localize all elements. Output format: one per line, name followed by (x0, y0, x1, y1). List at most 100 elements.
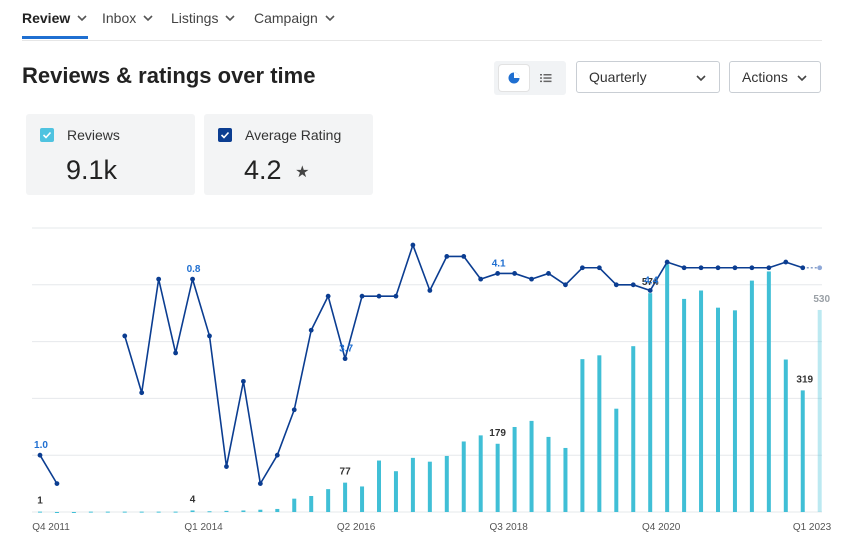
tab-listings-label: Listings (171, 10, 219, 26)
rating-point (308, 327, 314, 333)
bar (258, 509, 263, 512)
rating-point (783, 259, 789, 265)
rating-point (529, 276, 534, 282)
rating-point (580, 265, 585, 271)
rating-point (376, 293, 382, 299)
top-nav: Review Inbox Listings Campaign (22, 0, 822, 41)
bar (88, 511, 93, 513)
rating-point (563, 282, 568, 288)
rating-point-partial (817, 265, 823, 271)
bar (190, 510, 195, 512)
rating-point (325, 293, 331, 299)
pie-chart-icon (508, 72, 520, 84)
bar (54, 512, 59, 513)
active-tab-indicator (22, 36, 88, 39)
rating-point (749, 265, 755, 271)
check-icon (42, 131, 52, 139)
rating-number: 4.2 (244, 155, 282, 185)
rating-point (224, 464, 229, 469)
bar (410, 457, 415, 512)
list-view-button[interactable] (531, 65, 561, 91)
rating-point (478, 276, 484, 282)
rating-point (156, 276, 162, 282)
rating-point (173, 350, 179, 356)
rating-point (596, 265, 602, 271)
rating-line (39, 454, 58, 485)
rating-value: 4.2 ★ (244, 155, 309, 186)
bar-data-label: 179 (489, 428, 506, 439)
rating-point (122, 333, 128, 339)
reviews-metric-card[interactable]: Reviews 9.1k (26, 114, 195, 195)
rating-point (359, 293, 365, 299)
x-tick-label: Q1 2014 (184, 522, 223, 533)
bar (427, 461, 432, 512)
bar (512, 426, 517, 512)
reviews-checkbox[interactable] (40, 128, 54, 142)
bar (309, 495, 314, 512)
bar (749, 280, 754, 512)
bar-data-label: 530 (813, 294, 830, 305)
bar-data-label: 319 (796, 374, 813, 385)
bar (292, 498, 297, 512)
bar (716, 307, 720, 512)
bar (275, 508, 280, 512)
bar (105, 511, 110, 513)
actions-button[interactable]: Actions (729, 61, 821, 93)
bar (444, 455, 449, 512)
line-data-label: 3.7 (339, 344, 353, 355)
rating-point (698, 265, 704, 271)
tab-campaign-label: Campaign (254, 10, 318, 26)
x-tick-label: Q3 2018 (489, 522, 528, 533)
star-icon: ★ (295, 163, 310, 181)
rating-checkbox[interactable] (218, 128, 232, 142)
bar (156, 511, 161, 513)
tab-review[interactable]: Review (22, 10, 88, 26)
chevron-down-icon (696, 75, 706, 82)
tab-inbox[interactable]: Inbox (102, 10, 154, 26)
period-select-value: Quarterly (589, 69, 647, 85)
chart-view-button[interactable] (499, 65, 529, 91)
line-data-label: 4.1 (492, 258, 506, 269)
line-data-label: 0.8 (187, 264, 201, 275)
rating-point (54, 481, 60, 486)
tab-listings[interactable]: Listings (171, 10, 236, 26)
bar (665, 264, 670, 512)
bar (699, 290, 704, 512)
reviews-label: Reviews (67, 127, 120, 143)
bar (648, 293, 653, 512)
rating-point (630, 282, 636, 288)
bar (377, 460, 381, 512)
rating-point (257, 481, 263, 486)
check-icon (220, 131, 230, 139)
rating-point (139, 390, 145, 396)
bar (732, 310, 737, 512)
bar (495, 443, 500, 512)
bar (461, 441, 466, 512)
tab-campaign[interactable]: Campaign (254, 10, 336, 26)
bar (173, 511, 178, 513)
page-title: Reviews & ratings over time (22, 63, 316, 88)
rating-point (664, 259, 670, 265)
rating-point (427, 288, 433, 293)
tab-review-label: Review (22, 10, 71, 26)
x-tick-label: Q4 2020 (642, 522, 681, 533)
rating-point (207, 333, 212, 339)
x-tick-label: Q1 2023 (793, 522, 832, 533)
bar (343, 482, 348, 512)
tab-inbox-label: Inbox (102, 10, 137, 26)
bar (546, 436, 551, 512)
list-icon (540, 74, 552, 83)
bar (783, 359, 788, 512)
bar (766, 271, 771, 512)
rating-point (444, 254, 450, 259)
bar (207, 511, 212, 513)
bar (360, 486, 365, 512)
rating-metric-card[interactable]: Average Rating 4.2 ★ (204, 114, 373, 195)
bar (139, 511, 144, 513)
period-select[interactable]: Quarterly (576, 61, 720, 93)
line-data-label: 1.0 (34, 440, 48, 451)
bar (38, 511, 42, 513)
rating-point (766, 265, 772, 271)
bar-data-label: 1 (37, 496, 43, 507)
